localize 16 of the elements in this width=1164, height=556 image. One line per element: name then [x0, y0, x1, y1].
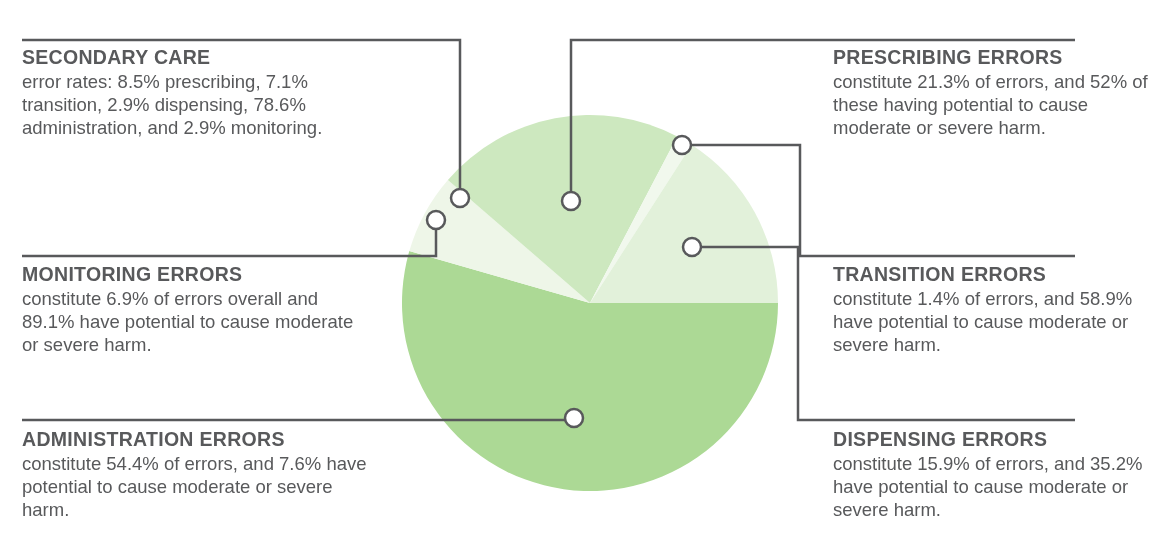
text: constitute 21.3% of errors, and 52% of these having potential to cause moderate or severe harm.: [833, 71, 1148, 138]
text: constitute 54.4% of errors, and 7.6% have potential to cause moderate or severe harm.: [22, 453, 367, 520]
slice-label: DISPENSING ERRORS: [833, 428, 1049, 451]
pie-slice: [590, 144, 778, 303]
slice-label: MONITORING ERRORS: [22, 263, 244, 286]
slice-label: TRANSITION ERRORS: [833, 263, 1048, 286]
pie-slice: [402, 251, 778, 491]
pie-slice: [447, 115, 678, 303]
slice-label: PRESCRIBING ERRORS: [833, 46, 1064, 69]
text: constitute 6.9% of errors overall and 89.1% have potential to cause moderate or severe harm.: [22, 288, 354, 355]
text: constitute 15.9% of errors, and 35.2% have potential to cause moderate or severe harm.: [833, 453, 1143, 520]
text: constitute 1.4% of errors, and 58.9% have potential to cause moderate or severe harm.: [833, 288, 1133, 355]
pie-slice: [409, 179, 590, 303]
text: error rates: 8.5% prescribing, 7.1% transition, 2.9% dispensing, 78.6% administration, and 2.9% monitoring.: [22, 71, 323, 138]
slice-label: ADMINISTRATION ERRORS: [22, 428, 286, 451]
text: SECONDARY CARE: [22, 46, 212, 69]
